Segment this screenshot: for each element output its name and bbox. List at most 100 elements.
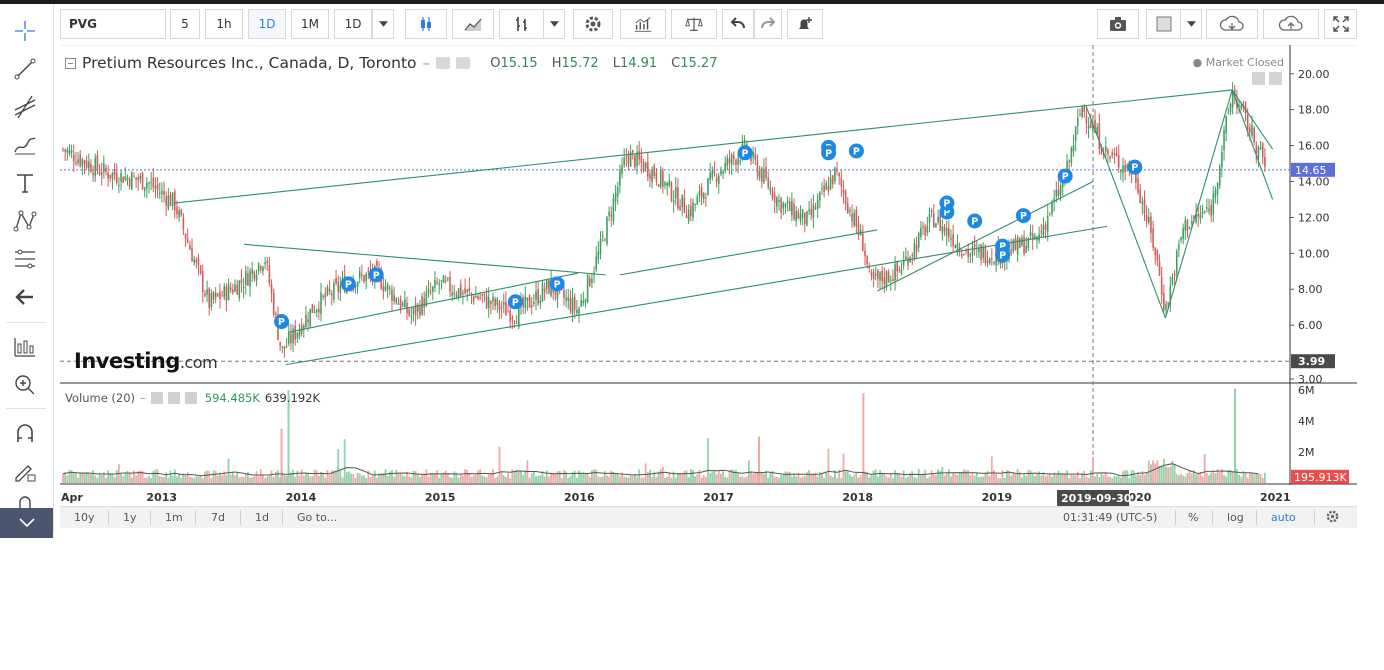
volume-bar	[79, 472, 82, 483]
candle-body	[81, 159, 84, 167]
candle-body	[361, 274, 363, 276]
interval-dropdown-value[interactable]: 1D	[334, 9, 372, 39]
goto-date-button[interactable]: Go to...	[297, 511, 338, 524]
candle-body	[186, 238, 189, 243]
crosshair-tool-icon[interactable]	[8, 16, 42, 46]
candle-body	[498, 302, 501, 310]
price-tick-label: 14.00	[1298, 176, 1330, 189]
volume-bar	[386, 476, 389, 483]
volume-bar	[1263, 472, 1266, 483]
candle-body	[399, 299, 402, 310]
volume-gear-icon[interactable]	[167, 392, 180, 404]
zoom-in-icon[interactable]	[8, 370, 42, 400]
trend-line-tool-icon[interactable]	[8, 54, 42, 84]
screenshot-button[interactable]	[1097, 9, 1139, 39]
candle-body	[103, 163, 105, 173]
chart-area[interactable]: 20.00 18.00 16.00 14.00 12.00 10.00 8.00 6.00 3.…	[60, 45, 1357, 509]
pattern-tool-icon[interactable]	[8, 206, 42, 236]
candle-body	[1206, 207, 1208, 209]
symbol-input[interactable]: PVG	[60, 9, 166, 39]
interval-1m-button[interactable]: 1M	[291, 9, 329, 39]
candle-body	[453, 292, 456, 295]
volume-bar	[627, 477, 630, 483]
candle-body	[662, 170, 664, 187]
trend-line	[243, 243, 606, 276]
volume-bar	[111, 473, 114, 483]
load-chart-button[interactable]	[1206, 9, 1258, 39]
camera-icon	[1110, 17, 1126, 31]
candle-body	[1102, 153, 1105, 156]
settings-button[interactable]	[573, 9, 613, 39]
price-tick-label: 20.00	[1298, 68, 1330, 81]
volume-bar	[528, 477, 531, 483]
volume-close-icon[interactable]	[184, 392, 197, 404]
volume-bar	[446, 473, 449, 483]
compare-button[interactable]	[671, 9, 717, 39]
volume-bar	[945, 473, 948, 483]
collapse-legend-icon[interactable]	[65, 57, 76, 69]
candles-style-button[interactable]	[405, 9, 447, 39]
range-1y[interactable]: 1y	[123, 511, 137, 524]
bar-style-button[interactable]	[499, 9, 545, 39]
info-icon[interactable]	[1252, 72, 1265, 85]
interval-1d-button[interactable]: 1D	[248, 9, 286, 39]
interval-1h-button[interactable]: 1h	[205, 9, 243, 39]
magnet-icon[interactable]	[8, 418, 42, 448]
info-icon[interactable]	[1269, 72, 1282, 85]
candle-body	[834, 167, 836, 182]
range-10y[interactable]: 10y	[74, 511, 95, 524]
candle-body	[545, 280, 548, 290]
back-arrow-icon[interactable]	[8, 282, 42, 312]
annotation-marker: P	[821, 145, 837, 161]
volume-bar	[827, 448, 830, 483]
annotation-marker-circle	[549, 276, 565, 292]
brush-tool-icon[interactable]	[8, 130, 42, 160]
range-1m[interactable]: 1m	[165, 511, 183, 524]
range-7d[interactable]: 7d	[211, 511, 225, 524]
log-toggle[interactable]: log	[1227, 511, 1244, 524]
text-tool-icon[interactable]	[8, 168, 42, 198]
volume-settings-icon[interactable]	[150, 392, 163, 404]
candle-body	[219, 291, 221, 299]
layout-button[interactable]	[1146, 9, 1182, 39]
volume-bar	[272, 476, 275, 483]
chart-style-dropdown[interactable]	[543, 9, 565, 39]
volume-moving-average	[62, 463, 1259, 477]
volume-bar	[724, 476, 727, 483]
interval-5-button[interactable]: 5	[170, 9, 200, 39]
volume-bar	[902, 470, 905, 483]
lock-drawings-icon[interactable]	[8, 456, 42, 486]
area-style-button[interactable]	[452, 9, 494, 39]
price-chart[interactable]: 20.00 18.00 16.00 14.00 12.00 10.00 8.00 6.00 3.…	[60, 45, 1357, 509]
fullscreen-button[interactable]	[1324, 9, 1357, 39]
fib-tool-icon[interactable]	[8, 244, 42, 274]
legend-hide-icon[interactable]	[456, 57, 471, 69]
candle-body	[169, 195, 172, 206]
chart-settings-button[interactable]	[1325, 509, 1340, 527]
lock-icon[interactable]	[8, 492, 42, 508]
volume-bar	[1193, 470, 1195, 483]
candle-body	[1158, 261, 1161, 276]
redo-button[interactable]	[754, 9, 782, 39]
candle-body	[262, 266, 264, 272]
undo-button[interactable]	[722, 9, 754, 39]
interval-dropdown-button[interactable]	[372, 9, 394, 39]
volume-tick-label: 4M	[1298, 415, 1315, 428]
save-chart-button[interactable]	[1263, 9, 1319, 39]
alert-button[interactable]	[787, 9, 823, 39]
measure-tool-icon[interactable]	[8, 332, 42, 362]
auto-scale-toggle[interactable]: auto	[1271, 511, 1296, 524]
volume-bar	[814, 472, 817, 483]
candle-body	[842, 190, 845, 194]
pitchfork-tool-icon[interactable]	[8, 92, 42, 122]
price-tick-label: 16.00	[1298, 140, 1330, 153]
candle-body	[260, 266, 262, 270]
candle-body	[1081, 106, 1083, 117]
legend-settings-icon[interactable]	[436, 57, 451, 69]
percent-toggle[interactable]: %	[1188, 511, 1199, 524]
expand-toolbar-button[interactable]	[0, 508, 53, 538]
indicators-button[interactable]	[620, 9, 666, 39]
range-1d[interactable]: 1d	[255, 511, 269, 524]
candle-body	[868, 266, 871, 269]
layout-dropdown[interactable]	[1180, 9, 1202, 39]
